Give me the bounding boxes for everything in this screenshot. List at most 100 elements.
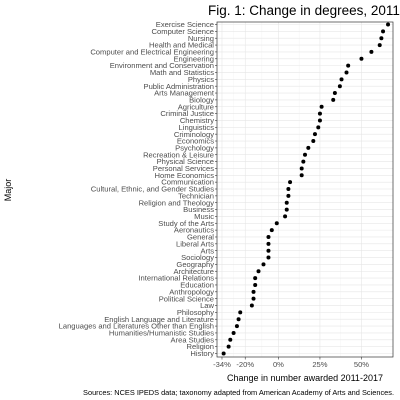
category-label: Sociology <box>181 253 214 262</box>
category-label: Religion and Theology <box>139 198 215 207</box>
data-point <box>251 296 256 301</box>
data-point <box>332 91 337 96</box>
y-axis-title: Major <box>3 179 13 202</box>
data-point <box>266 248 271 253</box>
category-label: Math and Statistics <box>150 68 214 77</box>
category-label: Business <box>183 205 214 214</box>
data-point <box>238 310 243 315</box>
data-point <box>266 241 271 246</box>
category-label: Chemistry <box>180 116 214 125</box>
data-point <box>286 187 291 191</box>
category-label: Home Economics <box>154 171 214 180</box>
data-point <box>269 228 274 233</box>
category-label: Study of the Arts <box>158 219 214 228</box>
category-label: Health and Medical <box>149 41 214 50</box>
category-label: Architecture <box>173 267 214 276</box>
category-label: Languages and Literatures Other than Eng… <box>59 322 214 331</box>
data-point <box>344 70 349 75</box>
x-tick-label: 25% <box>312 360 327 369</box>
category-label: Political Science <box>159 294 214 303</box>
data-point <box>251 289 256 294</box>
data-point <box>369 49 374 54</box>
x-tick-label: 0% <box>273 360 284 369</box>
plot-panel <box>216 21 394 358</box>
data-point <box>221 351 226 356</box>
category-label: Arts Management <box>154 89 215 98</box>
category-label: Exercise Science <box>156 20 214 29</box>
data-point <box>231 330 236 335</box>
data-point <box>236 317 241 322</box>
x-tick-label: 50% <box>354 360 369 369</box>
data-point <box>249 303 254 308</box>
data-point <box>286 193 291 198</box>
data-point <box>377 43 382 48</box>
data-point <box>253 282 258 287</box>
data-point <box>253 276 258 281</box>
data-point <box>299 173 304 178</box>
data-point <box>261 262 266 267</box>
data-point <box>337 84 342 89</box>
data-point <box>316 125 321 130</box>
category-label: Computer and Electrical Engineering <box>90 48 214 57</box>
data-point <box>284 200 289 205</box>
category-label: Engineering <box>173 54 214 63</box>
category-label: Law <box>200 301 214 310</box>
data-point <box>301 159 306 164</box>
category-label: Education <box>180 281 214 290</box>
category-label: Communication <box>161 178 214 187</box>
data-point <box>288 180 293 185</box>
data-point <box>226 344 231 349</box>
category-label: Music <box>194 212 214 221</box>
data-point <box>303 152 307 157</box>
x-tick-label: -34% <box>213 360 231 369</box>
data-point <box>234 324 239 329</box>
data-point <box>256 269 261 274</box>
data-point <box>312 132 317 137</box>
data-point <box>228 337 233 342</box>
category-label: Philosophy <box>177 308 214 317</box>
data-point <box>319 104 324 109</box>
category-label: Personal Services <box>153 164 214 173</box>
data-point <box>284 207 289 212</box>
category-label: Criminal Justice <box>160 109 214 118</box>
x-axis-ticks: -34% -20% 0% 25% 50% <box>213 357 369 369</box>
category-label: Geography <box>176 260 214 269</box>
chart-caption: Sources: NCES IPEDS data; taxonomy adapt… <box>83 388 394 397</box>
category-label: Linguistics <box>179 123 215 132</box>
data-point <box>311 139 316 144</box>
x-axis-title: Change in number awarded 2011-2017 <box>227 373 383 383</box>
data-point <box>274 221 279 226</box>
category-label: Liberal Arts <box>176 239 214 248</box>
data-point <box>266 255 271 260</box>
data-point <box>386 22 391 27</box>
category-label: Psychology <box>175 143 214 152</box>
data-point <box>339 77 344 82</box>
category-label: General <box>187 233 214 242</box>
category-label: Environment and Conservation <box>110 61 214 70</box>
data-point <box>331 97 336 102</box>
category-label: History <box>190 349 214 358</box>
category-label: Agriculture <box>178 102 214 111</box>
data-point <box>266 234 271 239</box>
category-label: Aeronautics <box>174 226 214 235</box>
category-label: Public Administration <box>144 82 215 91</box>
data-point <box>283 214 288 219</box>
data-point <box>317 111 322 116</box>
category-label: Computer Science <box>152 27 214 36</box>
x-tick-label: -20% <box>236 360 254 369</box>
category-label: International Relations <box>138 274 214 283</box>
category-label: Religion <box>187 342 214 351</box>
category-label: Physics <box>188 75 214 84</box>
data-point <box>359 56 364 61</box>
data-points <box>221 22 391 356</box>
category-label: Physical Science <box>157 157 214 166</box>
chart-title: Fig. 1: Change in degrees, 2011-2017 <box>208 3 400 18</box>
data-point <box>306 145 311 150</box>
data-point <box>317 118 322 123</box>
category-label: Recreation & Leisure <box>143 150 214 159</box>
category-label: Anthropology <box>169 287 214 296</box>
category-label: English Language and Literature <box>104 315 214 324</box>
category-label: Arts <box>200 246 214 255</box>
